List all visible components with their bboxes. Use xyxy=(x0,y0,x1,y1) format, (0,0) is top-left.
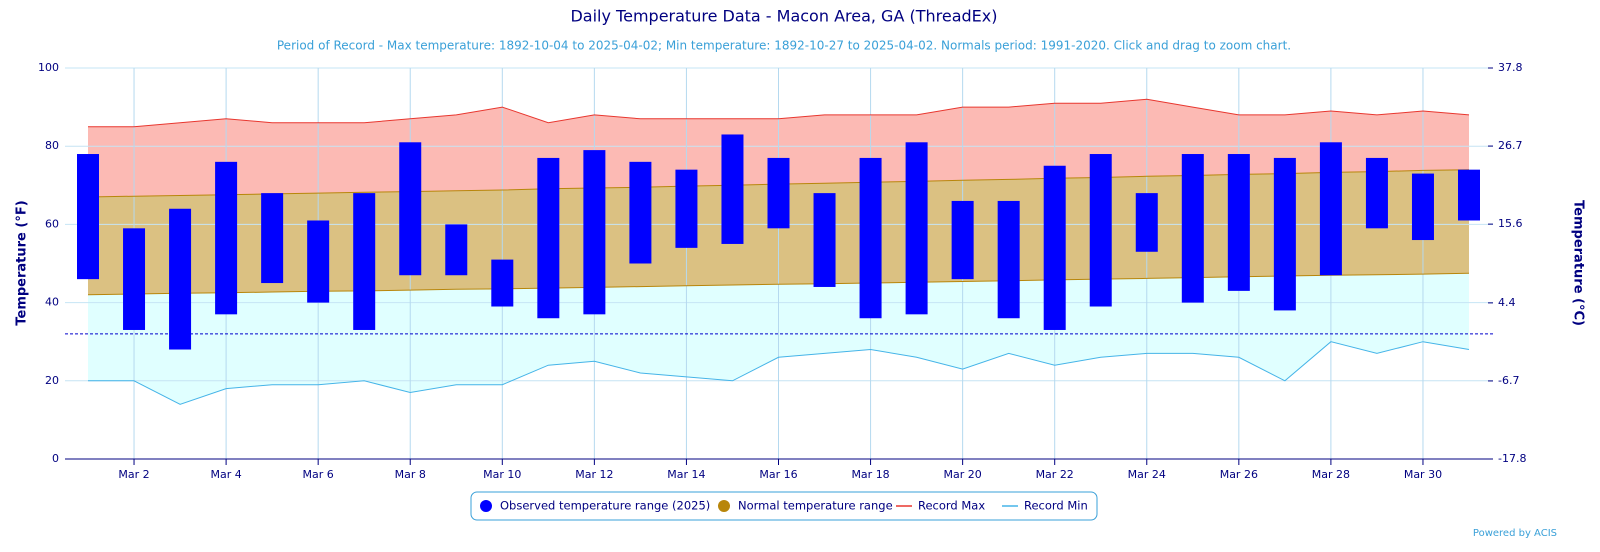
y-tick-label: 20 xyxy=(45,374,59,387)
legend-marker xyxy=(480,500,492,512)
chart-subtitle: Period of Record - Max temperature: 1892… xyxy=(277,39,1291,53)
x-tick-label: Mar 16 xyxy=(759,468,797,481)
observed-bar xyxy=(169,208,192,350)
x-tick-label: Mar 4 xyxy=(210,468,241,481)
y-tick-label: 80 xyxy=(45,139,59,152)
observed-bar xyxy=(1135,193,1158,252)
x-tick-label: Mar 12 xyxy=(575,468,613,481)
x-tick-label: Mar 6 xyxy=(303,468,334,481)
x-tick-label: Mar 28 xyxy=(1312,468,1350,481)
y-tick-label: 100 xyxy=(38,61,59,74)
x-tick-label: Mar 30 xyxy=(1404,468,1442,481)
x-tick-label: Mar 18 xyxy=(851,468,889,481)
y2-axis-title: Temperature (°C) xyxy=(1571,200,1586,326)
x-tick-label: Mar 22 xyxy=(1036,468,1074,481)
y2-tick-label: 37.8 xyxy=(1498,61,1523,74)
observed-bar xyxy=(1365,157,1388,229)
record-min-line xyxy=(88,341,1470,405)
observed-bar xyxy=(1458,169,1480,221)
observed-bar xyxy=(859,157,882,319)
observed-bar xyxy=(261,193,284,284)
observed-bar xyxy=(1273,157,1296,311)
y-axis-title: Temperature (°F) xyxy=(15,200,30,325)
observed-bar xyxy=(583,150,606,315)
observed-bar xyxy=(537,157,560,319)
legend-label: Record Min xyxy=(1024,499,1088,513)
observed-bar xyxy=(353,193,376,330)
observed-bar xyxy=(675,169,698,248)
legend-label: Normal temperature range xyxy=(738,499,893,513)
x-tick-label: Mar 2 xyxy=(118,468,149,481)
x-tick-label: Mar 20 xyxy=(944,468,982,481)
legend-label: Record Max xyxy=(918,499,985,513)
observed-bar xyxy=(997,200,1020,319)
observed-bar xyxy=(77,154,99,280)
x-tick-label: Mar 26 xyxy=(1220,468,1258,481)
observed-bar xyxy=(215,161,238,315)
legend-box xyxy=(470,491,1098,521)
observed-bar xyxy=(445,224,468,276)
observed-bar xyxy=(491,259,514,307)
observed-bar xyxy=(721,134,744,244)
y-tick-label: 40 xyxy=(45,296,59,309)
observed-bar xyxy=(1181,154,1204,303)
observed-bar xyxy=(1089,154,1112,307)
y2-tick-label: -6.7 xyxy=(1498,374,1519,387)
x-tick-label: Mar 8 xyxy=(395,468,426,481)
y2-tick-label: -17.8 xyxy=(1498,452,1526,465)
observed-bar xyxy=(1043,165,1066,330)
y2-tick-label: 15.6 xyxy=(1498,217,1523,230)
legend-label: Observed temperature range (2025) xyxy=(500,499,710,513)
observed-bar xyxy=(1319,142,1342,276)
y-tick-label: 0 xyxy=(52,452,59,465)
y2-tick-label: 4.4 xyxy=(1498,296,1516,309)
y-tick-label: 60 xyxy=(45,217,59,230)
observed-bar xyxy=(951,200,974,280)
observed-bar xyxy=(767,157,790,229)
observed-bar xyxy=(905,142,928,315)
record-max-line xyxy=(88,98,1470,128)
chart-title: Daily Temperature Data - Macon Area, GA … xyxy=(570,7,997,26)
x-tick-label: Mar 14 xyxy=(667,468,705,481)
observed-bar xyxy=(1227,154,1250,291)
observed-bar xyxy=(813,193,836,287)
observed-bar xyxy=(1411,173,1434,241)
legend-marker xyxy=(718,500,730,512)
observed-bar xyxy=(307,220,330,303)
observed-bar xyxy=(123,228,146,330)
credit[interactable]: Powered by ACIS xyxy=(1473,528,1557,539)
x-tick-label: Mar 24 xyxy=(1128,468,1166,481)
y2-tick-label: 26.7 xyxy=(1498,139,1523,152)
observed-bar xyxy=(629,161,652,264)
observed-bar xyxy=(399,142,422,276)
x-tick-label: Mar 10 xyxy=(483,468,521,481)
